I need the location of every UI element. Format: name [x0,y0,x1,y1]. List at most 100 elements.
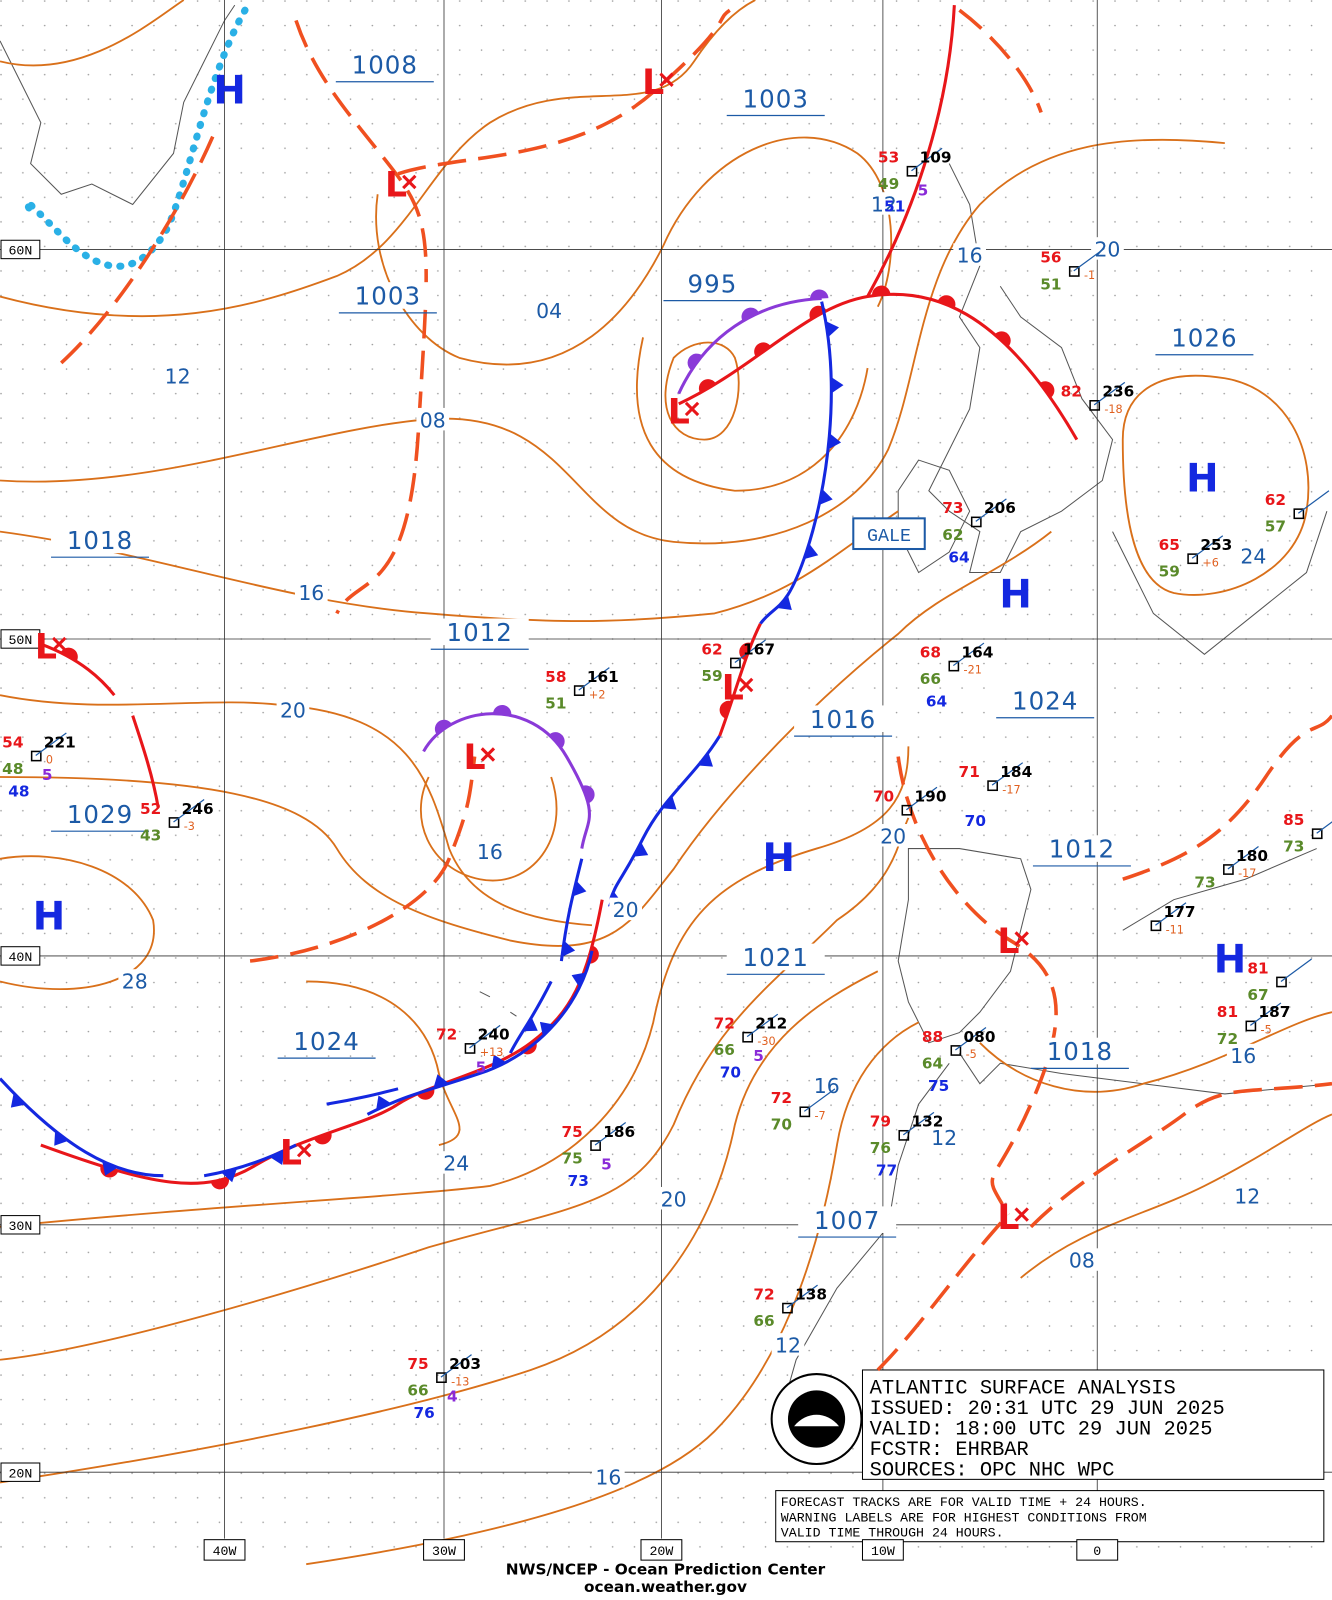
station-temp: 62 [1265,491,1286,509]
front [294,19,428,615]
station-wind: 77 [876,1162,897,1180]
wind-barb [1316,821,1332,834]
station-pressure: 190 [915,788,947,806]
station-pressure: 161 [587,668,619,686]
pressure-label: 1026 [1171,324,1237,353]
station-wave: 5 [476,1058,487,1076]
station-tendency: -17 [1002,783,1020,796]
cold-front-barb [698,752,713,767]
station-temp: 85 [1283,811,1304,829]
barb-triangle [661,795,677,810]
station-wave: 5 [753,1047,764,1065]
station-wave: 4 [447,1388,458,1406]
isobar-label: 04 [536,299,562,323]
station-pressure: 138 [795,1285,827,1303]
info-title: ATLANTIC SURFACE ANALYSIS [870,1377,1176,1400]
station-temp: 58 [545,668,566,686]
isobar-label-bg [416,407,450,431]
wind-barb [35,732,67,757]
pressure-label: 1016 [810,705,876,734]
barb-triangle [825,321,840,338]
front [896,756,1058,1216]
isobar-label-bg [1230,1183,1264,1207]
pressure-label: 1018 [67,526,133,555]
cold-front-barb [269,1150,285,1166]
barb-triangle [269,1150,285,1166]
station-marker [1311,828,1323,840]
lon-label: 0 [1093,1544,1101,1559]
warm-front-barb [582,785,595,804]
barb-semicircle [872,285,891,296]
lon-label-box [1076,1539,1119,1561]
station-marker [464,1043,476,1054]
isobar-label-bg [876,824,910,847]
station-pressure: 109 [920,149,952,167]
wind-barb [803,1088,836,1112]
dot-grid [0,0,1332,1565]
station-temp: 71 [959,763,980,781]
warm-front-barb [313,1132,332,1145]
station-temp: 70 [873,788,894,806]
front [677,296,822,395]
station-tendency: -7 [815,1109,826,1122]
station-tendency: -3 [184,820,195,833]
pressure-label-bg [798,1206,897,1233]
isobar-label-bg [810,1073,844,1096]
isobar-label-bg [118,969,152,992]
info-box: ATLANTIC SURFACE ANALYSIS ISSUED: 20:31 … [770,1369,1325,1543]
wind-barb [173,798,205,823]
wind-barb [746,1013,779,1038]
cold-front-barb [819,488,833,506]
isobar-label-bg [771,1333,805,1356]
noaa-logo-bird [794,1414,840,1427]
isobar-label: 12 [871,193,897,217]
station-wave: 5 [42,766,53,784]
front [23,6,249,270]
station-dew: 64 [922,1054,943,1072]
pressure-label: 1012 [447,618,513,647]
barb-triangle [561,940,576,957]
barb-semicircle [582,785,595,804]
station-tendency: -5 [1261,1024,1272,1037]
front [422,712,591,849]
front [1122,714,1332,881]
front [1029,1081,1332,1229]
cold-front-barb [376,1095,391,1111]
station-temp: 75 [407,1355,428,1373]
front [608,735,721,901]
cold-front-barb [523,1017,538,1032]
footer-credit: NWS/NCEP - Ocean Prediction Center [506,1560,826,1578]
isobar-label: 20 [613,898,639,922]
pressure-label-bg [277,1027,376,1055]
pressure-label: 1024 [1012,687,1078,716]
lat-label-box [0,946,41,966]
wind-barb [1280,958,1312,982]
cold-front-barb [561,940,576,957]
warm-front-barb [937,295,956,308]
isobar-label-bg [439,1151,473,1174]
cold-front-barb [433,1074,449,1089]
info-panel [861,1369,1325,1480]
station-pressure: 253 [1200,536,1232,554]
barb-semicircle [493,705,512,716]
isobar-label: 16 [1230,1044,1256,1068]
station-dew: 75 [562,1149,583,1167]
station-marker [1150,920,1162,932]
barb-semicircle [719,700,732,719]
front [203,1143,297,1178]
isobar-label-bg [276,698,310,721]
barb-semicircle [549,732,565,749]
station-tendency: -17 [1238,867,1256,880]
station-dew: 51 [1040,275,1061,293]
lat-label-box [0,1462,41,1482]
barb-triangle [571,972,587,988]
wind-barb [1093,381,1126,406]
barb-triangle [539,1021,555,1037]
wind-barb [952,642,985,667]
front [718,622,762,737]
isobar-label-bg [1065,1248,1099,1271]
station-dew: 49 [878,175,899,193]
barb-triangle [433,1074,449,1089]
isobar-label-bg [1091,237,1124,260]
